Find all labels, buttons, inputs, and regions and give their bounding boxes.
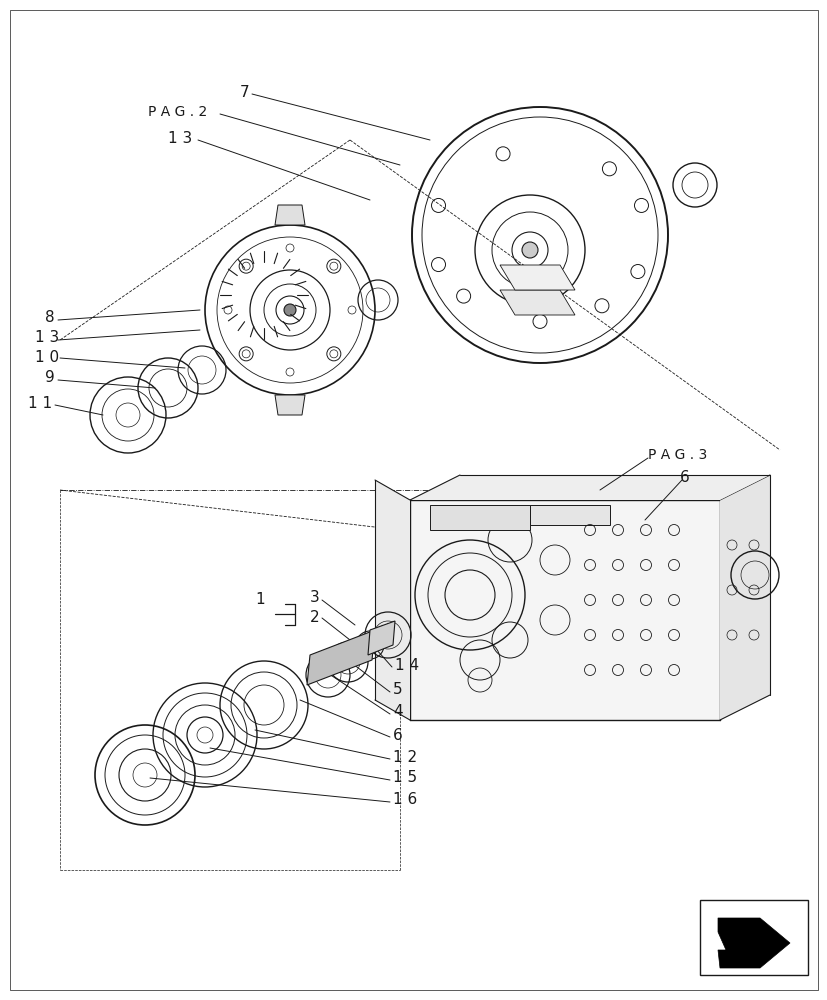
Polygon shape — [375, 480, 409, 720]
Text: 6: 6 — [679, 471, 689, 486]
Polygon shape — [719, 475, 769, 720]
Polygon shape — [409, 475, 769, 500]
Bar — [699, 900, 807, 975]
Text: 4: 4 — [393, 704, 402, 719]
Text: 1 1: 1 1 — [28, 395, 52, 410]
Polygon shape — [717, 918, 789, 968]
Text: 9: 9 — [45, 370, 55, 385]
Polygon shape — [529, 505, 609, 525]
Text: 3: 3 — [309, 589, 319, 604]
Text: 1: 1 — [255, 592, 265, 607]
Text: 1 5: 1 5 — [393, 770, 417, 786]
Text: 1 2: 1 2 — [393, 750, 417, 764]
Text: 1 4: 1 4 — [394, 658, 418, 672]
Text: 7: 7 — [240, 85, 249, 100]
Circle shape — [284, 304, 295, 316]
Text: P A G . 3: P A G . 3 — [648, 448, 706, 462]
Text: 1 0: 1 0 — [35, 350, 59, 364]
Polygon shape — [367, 621, 394, 655]
Text: 5: 5 — [393, 682, 402, 698]
Polygon shape — [307, 630, 375, 685]
Text: 1 6: 1 6 — [393, 792, 417, 807]
Text: 8: 8 — [45, 310, 55, 326]
Text: 6: 6 — [393, 727, 402, 742]
Text: 1 3: 1 3 — [35, 330, 60, 346]
Polygon shape — [500, 290, 574, 315]
Text: 2: 2 — [309, 609, 319, 624]
Polygon shape — [275, 395, 304, 415]
Polygon shape — [275, 205, 304, 225]
Text: P A G . 2: P A G . 2 — [148, 105, 207, 119]
Circle shape — [521, 242, 538, 258]
Text: 1 3: 1 3 — [168, 131, 192, 146]
Polygon shape — [409, 500, 719, 720]
Polygon shape — [500, 265, 574, 290]
Polygon shape — [429, 505, 529, 530]
